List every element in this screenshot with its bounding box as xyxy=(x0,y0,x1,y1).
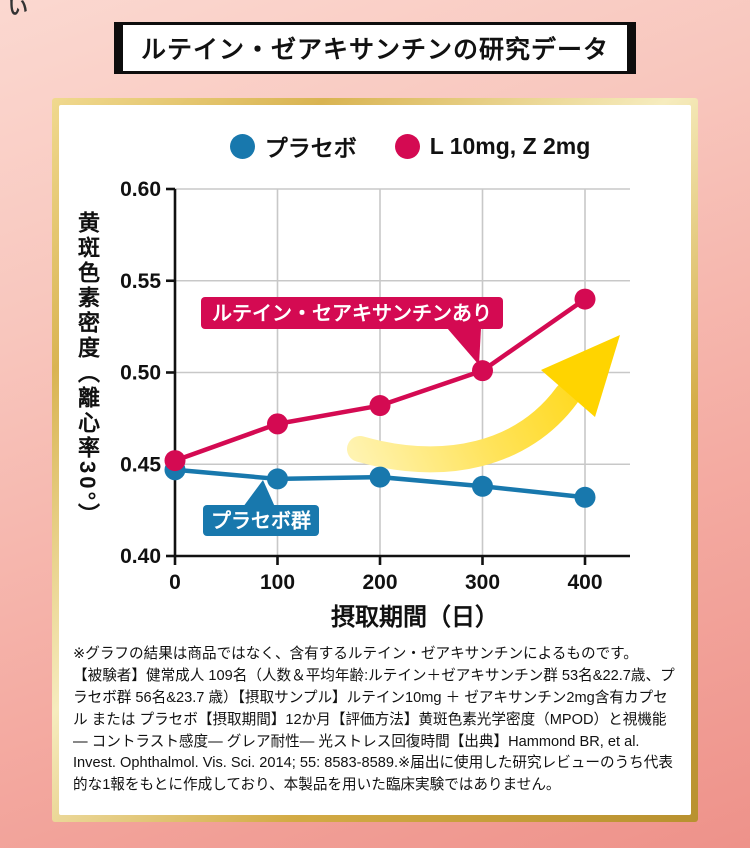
annotation-treatment: ルテイン・セアキサンチンあり xyxy=(201,297,503,365)
y-tick-label: 0.50 xyxy=(120,362,161,385)
legend-item-treatment: L 10mg, Z 2mg xyxy=(394,132,591,160)
annotation-pointer-icon xyxy=(243,480,275,507)
y-tick-label: 0.60 xyxy=(120,178,161,201)
series-treatment xyxy=(164,288,596,472)
x-axis-label: 摂取期間（日） xyxy=(331,604,499,631)
footnote-text: ※グラフの結果は商品ではなく、含有するルテイン・ゼアキサンチンによるものです。 … xyxy=(73,646,675,794)
x-tick-label: 100 xyxy=(260,571,295,594)
arrow-head-icon xyxy=(541,335,620,417)
x-tick-label: 0 xyxy=(169,571,181,594)
stray-glyph: い xyxy=(8,0,28,19)
data-point xyxy=(472,360,493,382)
x-tick-label: 200 xyxy=(362,571,397,594)
data-point xyxy=(472,475,493,497)
annotation-pointer-icon xyxy=(447,328,481,365)
legend-item-placebo: プラセボ xyxy=(229,129,357,163)
chart-legend: プラセボ L 10mg, Z 2mg xyxy=(137,129,683,163)
data-point xyxy=(164,450,186,472)
data-point xyxy=(369,466,391,488)
chart-svg: 0.40 0.45 0.50 0.55 0.60 0 100 200 300 400 ルテイン・セア… xyxy=(120,178,630,594)
legend-label-treatment: L 10mg, Z 2mg xyxy=(429,132,591,159)
annotation-placebo: プラセボ群 xyxy=(203,480,319,536)
research-card: プラセボ L 10mg, Z 2mg 黄斑色素密度（離心率30°） 0.40 0.… xyxy=(52,98,698,823)
y-tick-label: 0.45 xyxy=(120,453,161,476)
x-tick-label: 400 xyxy=(567,571,602,594)
legend-dot-placebo-icon xyxy=(229,133,255,159)
data-point xyxy=(267,413,288,435)
data-point xyxy=(267,468,288,490)
legend-label-placebo: プラセボ xyxy=(264,135,357,161)
y-tick-label: 0.40 xyxy=(120,545,161,568)
tick-labels: 0.40 0.45 0.50 0.55 0.60 0 100 200 300 400 xyxy=(120,178,602,594)
data-point xyxy=(574,486,596,508)
trend-arrow xyxy=(347,335,620,473)
chart-area: 黄斑色素密度（離心率30°） 0.40 0.45 0.50 0.55 0.60 0 100 2… xyxy=(67,167,683,597)
annotation-label: プラセボ群 xyxy=(211,509,311,533)
card-inner: プラセボ L 10mg, Z 2mg 黄斑色素密度（離心率30°） 0.40 0.… xyxy=(59,105,691,816)
page-title: ルテイン・ゼアキサンチンの研究データ xyxy=(113,22,636,74)
data-point xyxy=(369,395,391,417)
data-point xyxy=(574,288,596,310)
y-tick-label: 0.55 xyxy=(120,270,161,293)
legend-dot-treatment-icon xyxy=(394,133,420,159)
annotation-label: ルテイン・セアキサンチンあり xyxy=(212,302,492,325)
x-tick-label: 300 xyxy=(465,571,500,594)
y-axis-label: 黄斑色素密度（離心率30°） xyxy=(75,211,100,529)
